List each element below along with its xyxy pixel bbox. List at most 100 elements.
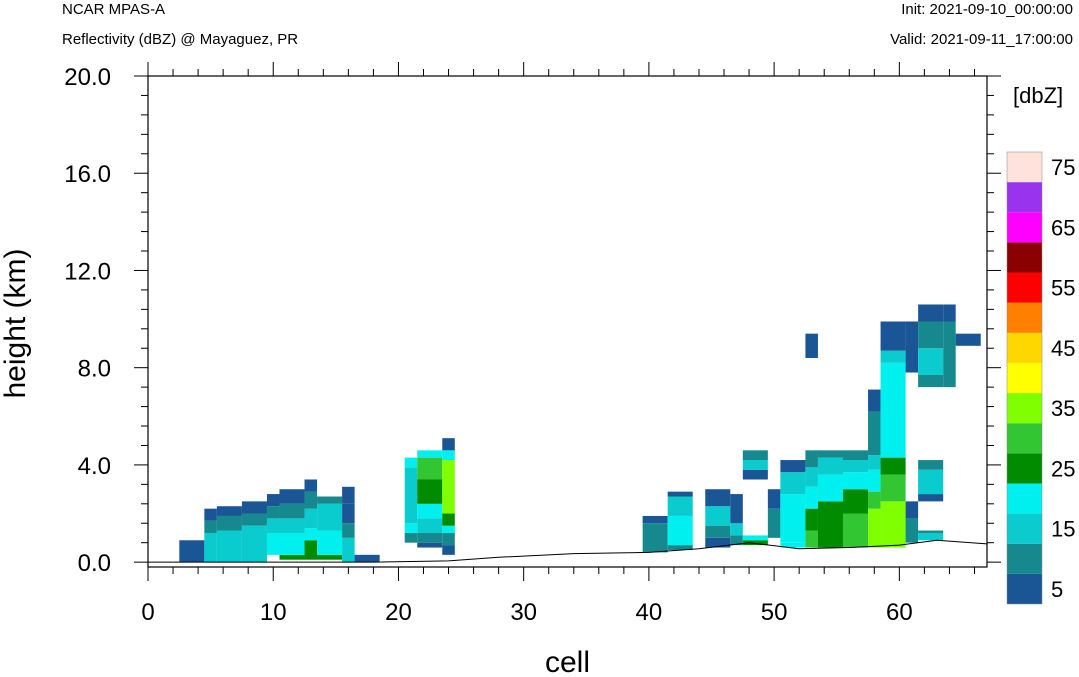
colorbar-label: 25 <box>1051 456 1075 481</box>
reflectivity-cell <box>842 472 869 490</box>
reflectivity-cell <box>667 515 693 546</box>
reflectivity-cell <box>404 467 418 524</box>
colorbar-label: 45 <box>1051 336 1075 361</box>
colorbar-label: 5 <box>1051 577 1063 602</box>
reflectivity-cell <box>943 304 956 322</box>
reflectivity-cell <box>868 508 881 548</box>
reflectivity-cell <box>442 438 455 451</box>
reflectivity-cell <box>342 523 355 538</box>
reflectivity-cell <box>442 450 455 461</box>
reflectivity-cell <box>868 411 881 456</box>
reflectivity-cell <box>317 496 343 504</box>
reflectivity-cell <box>354 554 380 563</box>
reflectivity-cell <box>817 501 843 548</box>
colorbar-swatch <box>1007 212 1042 243</box>
reflectivity-cell <box>842 489 869 514</box>
reflectivity-cell <box>918 530 944 533</box>
reflectivity-cell <box>204 508 217 521</box>
reflectivity-cell <box>179 540 205 563</box>
colorbar: 5 15 25 35 45 55 65 75 [dbZ] <box>1006 83 1075 605</box>
plot-axes: 0 10 20 30 40 50 60 0.0 4.0 8.0 12.0 16.0 20.0 cell he… <box>0 62 1001 677</box>
y-tick-label: 4.0 <box>78 453 111 480</box>
colorbar-label: 35 <box>1051 396 1075 421</box>
reflectivity-cell <box>317 530 343 555</box>
reflectivity-cell <box>705 506 731 526</box>
valid-time: Valid: 2021-09-11_17:00:00 <box>890 31 1073 48</box>
reflectivity-cell <box>442 513 455 526</box>
reflectivity-cell <box>918 348 944 375</box>
colorbar-swatch <box>1007 242 1042 273</box>
reflectivity-cell <box>442 525 455 533</box>
reflectivity-cell <box>880 321 906 351</box>
reflectivity-cell <box>805 450 818 468</box>
colorbar-swatch <box>1007 513 1042 544</box>
reflectivity-cell <box>868 455 881 470</box>
reflectivity-cell <box>642 523 668 553</box>
reflectivity-cell <box>780 460 806 473</box>
reflectivity-cell <box>266 506 280 519</box>
reflectivity-cell <box>417 542 443 548</box>
colorbar-label: 15 <box>1051 517 1075 542</box>
reflectivity-cell <box>241 525 267 563</box>
colorbar-swatch <box>1007 332 1042 363</box>
reflectivity-cell <box>767 489 781 509</box>
reflectivity-cell <box>780 494 806 543</box>
reflectivity-cell <box>918 304 944 322</box>
reflectivity-cell <box>204 520 217 533</box>
reflectivity-cell <box>667 545 693 550</box>
y-tick-label: 16.0 <box>64 161 111 188</box>
reflectivity-cell <box>404 457 418 468</box>
reflectivity-cell <box>417 479 443 504</box>
reflectivity-cell <box>730 523 743 536</box>
reflectivity-cell <box>266 532 280 555</box>
reflectivity-cell <box>868 389 881 412</box>
reflectivity-cell <box>918 460 944 470</box>
init-time: Init: 2021-09-10_00:00:00 <box>901 1 1073 18</box>
colorbar-frame <box>1006 151 1043 605</box>
reflectivity-cell <box>868 469 881 492</box>
reflectivity-cell <box>918 374 944 388</box>
reflectivity-cell <box>342 486 355 504</box>
reflectivity-cell <box>842 513 869 548</box>
reflectivity-cell <box>279 503 305 519</box>
x-tick-label: 10 <box>260 599 287 626</box>
terrain-line <box>148 539 988 563</box>
colorbar-swatch <box>1007 543 1042 574</box>
reflectivity-cell <box>880 457 906 475</box>
x-tick-label: 40 <box>636 599 663 626</box>
reflectivity-cell <box>404 532 418 543</box>
x-tick-label: 20 <box>385 599 412 626</box>
reflectivity-cell <box>905 321 919 373</box>
reflectivity-cell <box>805 530 818 548</box>
colorbar-swatch <box>1007 483 1042 514</box>
reflectivity-cell <box>279 554 305 560</box>
reflectivity-cell <box>880 362 906 458</box>
reflectivity-cell <box>767 508 781 538</box>
reflectivity-cell <box>342 503 355 524</box>
reflectivity-cell <box>342 537 355 563</box>
reflectivity-cell <box>266 494 280 507</box>
reflectivity-cell <box>317 503 343 531</box>
reflectivity-cell <box>805 333 818 358</box>
reflectivity-cell <box>880 501 906 548</box>
reflectivity-cell <box>742 450 768 461</box>
x-tick-label: 30 <box>510 599 537 626</box>
reflectivity-cell <box>805 467 818 487</box>
reflectivity-cell <box>705 489 731 507</box>
reflectivity-cell <box>805 486 818 509</box>
colorbar-swatch <box>1007 152 1042 183</box>
reflectivity-cell <box>805 508 818 531</box>
reflectivity-cell <box>905 501 919 519</box>
reflectivity-cell <box>417 503 443 519</box>
reflectivity-cell <box>279 518 305 533</box>
reflectivity-cell <box>742 469 768 480</box>
reflectivity-cell <box>918 532 944 541</box>
reflectivity-cell <box>442 460 455 514</box>
reflectivity-cell <box>204 532 217 563</box>
y-axis-label: height (km) <box>0 248 32 398</box>
reflectivity-cell <box>216 515 242 531</box>
colorbar-label: 75 <box>1051 155 1075 180</box>
reflectivity-cell <box>880 350 906 363</box>
reflectivity-cell <box>918 494 944 502</box>
